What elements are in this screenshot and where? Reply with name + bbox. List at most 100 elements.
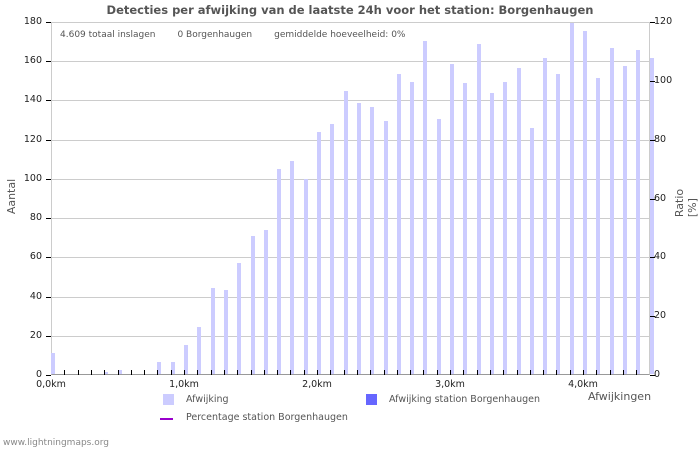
bar: [396, 73, 401, 374]
bar: [210, 288, 215, 374]
x-tick-mark: [622, 370, 624, 375]
y-tick-label-left: 80: [29, 212, 42, 224]
bar: [423, 40, 428, 374]
x-tick-mark: [450, 370, 451, 375]
x-tick-mark: [104, 370, 106, 375]
gridline: [52, 218, 649, 220]
y-tick-label-right: 100: [654, 74, 673, 86]
bar: [250, 235, 255, 374]
bar: [543, 58, 548, 374]
x-tick-mark: [277, 370, 279, 375]
x-tick-label: 3,0km: [435, 379, 465, 390]
y-axis-label-right: Ratio [%]: [673, 188, 700, 218]
bar: [117, 370, 122, 374]
x-tick-mark: [130, 370, 132, 375]
stats-line: 4.609 totaal inslagen 0 Borgenhaugen gemid…: [60, 30, 427, 40]
y-tick-label-left: 160: [23, 55, 42, 67]
y-tick-label-left: 40: [29, 290, 42, 302]
bar: [383, 120, 388, 374]
y-tick-mark-right: [650, 375, 655, 376]
x-tick-mark: [383, 370, 385, 375]
x-tick-mark: [343, 370, 345, 375]
x-tick-mark: [290, 370, 292, 375]
bar: [569, 23, 574, 374]
y-tick-label-left: 180: [23, 16, 42, 27]
x-tick-mark: [396, 370, 398, 375]
bar: [157, 362, 162, 374]
x-tick-mark: [583, 370, 584, 375]
x-tick-mark: [609, 370, 611, 375]
y-tick-mark-left: [46, 139, 51, 141]
x-tick-mark: [476, 370, 478, 375]
x-tick-mark: [423, 370, 425, 375]
total-strikes: 4.609 totaal inslagen: [60, 30, 156, 40]
x-tick-label: 2,0km: [302, 379, 332, 390]
x-tick-mark: [569, 370, 571, 375]
bar: [343, 91, 348, 374]
y-tick-mark-right: [650, 316, 655, 318]
x-tick-mark: [410, 370, 412, 375]
gridline: [52, 257, 649, 259]
bar: [237, 262, 242, 374]
station-count: 0 Borgenhaugen: [177, 30, 253, 40]
x-tick-label: 4,0km: [568, 379, 598, 390]
x-tick-mark: [117, 370, 119, 375]
x-tick-mark: [197, 370, 199, 375]
bar: [317, 132, 321, 374]
x-tick-mark: [263, 370, 265, 375]
bar: [529, 128, 534, 374]
y-tick-label-left: 20: [29, 329, 42, 341]
y-tick-mark-right: [650, 80, 655, 82]
legend-swatch-station: [366, 394, 377, 405]
x-tick-mark: [516, 370, 518, 375]
bar: [410, 81, 415, 374]
x-tick-mark: [184, 370, 185, 375]
y-tick-label-left: 0: [35, 369, 42, 380]
y-tick-mark-left: [46, 178, 51, 180]
bar: [516, 67, 521, 374]
bar: [503, 81, 508, 374]
y-tick-mark-left: [46, 218, 51, 220]
footer-link[interactable]: www.lightningmaps.org: [3, 438, 109, 448]
x-tick-mark: [303, 370, 305, 375]
x-tick-mark: [317, 370, 318, 375]
x-tick-mark: [463, 370, 465, 375]
x-tick-mark: [636, 370, 638, 375]
y-tick-label-left: 120: [23, 133, 42, 145]
x-tick-mark: [370, 370, 372, 375]
x-tick-label: 1,0km: [169, 379, 199, 390]
bar: [51, 352, 55, 374]
bar: [556, 73, 561, 374]
gridline: [52, 296, 649, 298]
bar: [636, 50, 641, 374]
bar: [622, 65, 627, 374]
y-tick-label-right: 40: [654, 251, 667, 263]
plot-area: [51, 22, 654, 375]
y-tick-mark-right: [650, 198, 655, 200]
y-axis-label-left: Aantal: [5, 178, 19, 215]
bar: [463, 83, 468, 374]
x-tick-mark: [64, 370, 66, 375]
x-tick-mark: [503, 370, 505, 375]
x-tick-mark: [356, 370, 358, 375]
bar: [263, 229, 268, 374]
y-tick-mark-right: [650, 257, 655, 259]
x-tick-mark: [250, 370, 252, 375]
legend-swatch-afwijking: [163, 394, 174, 405]
bar: [596, 77, 601, 374]
x-tick-mark: [436, 370, 438, 375]
bar: [583, 30, 587, 374]
bar: [450, 63, 454, 374]
gridline: [52, 178, 649, 180]
y-tick-mark-left: [46, 22, 51, 23]
x-tick-mark: [144, 370, 146, 375]
bar: [370, 106, 375, 374]
x-axis-label: Afwijkingen: [588, 390, 652, 403]
x-tick-mark: [77, 370, 79, 375]
bar: [277, 169, 282, 374]
x-tick-mark: [529, 370, 531, 375]
x-tick-mark: [170, 370, 172, 375]
y-tick-mark-left: [46, 61, 51, 63]
legend-label-station: Afwijking station Borgenhaugen: [389, 394, 541, 405]
bar: [609, 48, 614, 374]
